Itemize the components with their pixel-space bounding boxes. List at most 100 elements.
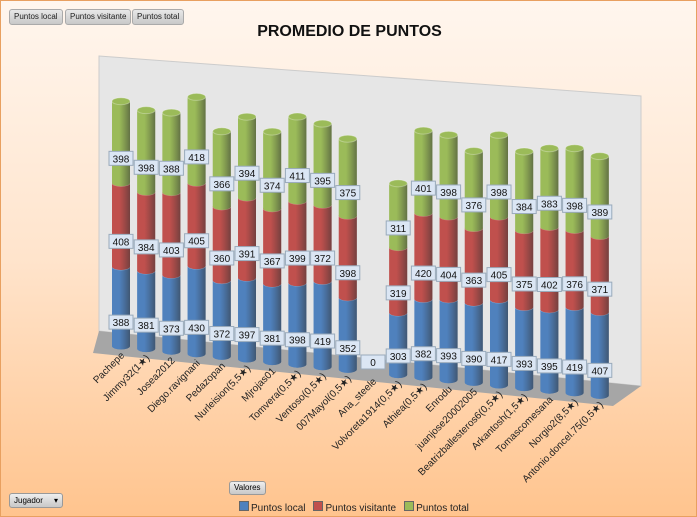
bar-shade (414, 130, 433, 217)
data-label: 360 (213, 254, 230, 265)
data-label: 383 (541, 199, 558, 210)
data-label: 398 (138, 163, 155, 174)
data-label: 388 (113, 318, 130, 329)
bar-shade (565, 306, 584, 397)
data-label-box (234, 327, 260, 343)
data-label: 381 (264, 334, 281, 345)
bar-shade (490, 299, 508, 389)
data-label: 405 (491, 271, 508, 282)
bar-shade (212, 131, 231, 210)
data-label: 303 (390, 352, 407, 363)
bar-shade (288, 282, 307, 368)
data-label-box (133, 159, 159, 175)
bar-group: 395 402 383 (536, 144, 562, 394)
bar-cap (338, 134, 358, 143)
bar-cap (111, 97, 131, 106)
data-label-box (410, 180, 436, 196)
bar-group: 417 405 398 (486, 130, 512, 389)
data-label-box (511, 199, 537, 215)
chevron-down-icon: ▾ (53, 496, 58, 505)
data-label: 408 (113, 237, 130, 248)
data-label-box (335, 340, 361, 356)
bar-group: 388 408 398 (108, 97, 134, 350)
data-label-box (335, 185, 361, 201)
bar-group: 390 363 376 (461, 146, 487, 386)
bar-shade (338, 138, 357, 220)
data-label-box (335, 265, 361, 281)
data-label-box (536, 277, 562, 293)
bar-shade (212, 280, 231, 360)
data-label-box (436, 184, 462, 200)
data-label: 0 (370, 358, 376, 369)
filter-puntos-total[interactable]: Puntos total (132, 9, 185, 25)
data-label-box (461, 272, 487, 288)
bar-shade (162, 274, 181, 355)
data-label-box (209, 176, 235, 192)
data-label-box (360, 354, 386, 370)
bar-cap (237, 112, 257, 121)
data-label: 420 (415, 269, 432, 280)
bar-group: 381 367 374 (259, 127, 285, 366)
bar-cap (413, 126, 433, 135)
data-label-box (310, 250, 336, 266)
data-label-box (209, 326, 235, 342)
legend-item-visitante: Puntos visitante (313, 501, 396, 514)
jugador-label: Jugador (14, 496, 43, 505)
bar-shade (439, 216, 458, 303)
data-label-box (310, 333, 336, 349)
data-label: 390 (465, 354, 482, 365)
bar-shade (313, 123, 332, 209)
bar-shade (137, 191, 156, 274)
data-label-box (108, 233, 134, 249)
data-label-box (410, 265, 436, 281)
data-label: 376 (566, 280, 583, 291)
filter-puntos-visitante[interactable]: Puntos visitante (65, 9, 132, 25)
data-label: 381 (138, 321, 155, 332)
data-label: 366 (213, 180, 230, 191)
data-label: 372 (314, 254, 331, 265)
bar-group: 373 403 388 (158, 108, 184, 355)
data-label-box (461, 350, 487, 366)
data-label-box (587, 204, 613, 220)
data-label-box (108, 150, 134, 166)
filter-puntos-local[interactable]: Puntos local (9, 9, 63, 25)
data-label-box (385, 220, 411, 236)
bar-group: 398 399 411 (284, 112, 310, 368)
bar-cap (262, 127, 282, 136)
jugador-field-dropdown[interactable]: Jugador ▾ (9, 493, 63, 508)
bar-shade (162, 192, 181, 279)
bar-cap (212, 127, 232, 136)
data-label: 384 (516, 203, 533, 214)
bar-shade (212, 206, 231, 284)
bar-shade (288, 200, 307, 287)
bar-group: 381 384 398 (133, 106, 159, 353)
bar-group: 0 (360, 354, 386, 370)
data-label-box (486, 267, 512, 283)
bar-shade (338, 297, 357, 373)
bar-shade (490, 134, 508, 220)
data-label: 391 (239, 250, 256, 261)
data-label: 363 (465, 276, 482, 287)
bar-shade (389, 183, 408, 251)
values-field-button[interactable]: Valores (229, 481, 266, 495)
data-label-box (284, 332, 310, 348)
bar-group: 430 405 418 (184, 92, 210, 358)
bar-group: 382 420 401 (410, 126, 436, 381)
bar-shade (288, 116, 307, 205)
data-label-box (184, 233, 210, 249)
data-label-box (209, 250, 235, 266)
data-label: 398 (440, 188, 457, 199)
bar-shade (112, 182, 130, 270)
data-label-box (259, 253, 285, 269)
bar-shade (439, 299, 458, 384)
bar-cap (287, 112, 307, 121)
data-label-box (133, 239, 159, 255)
bar-group: 303 319 311 (385, 179, 411, 379)
bar-shade (414, 298, 433, 381)
data-label-box (436, 266, 462, 282)
data-label: 417 (491, 355, 508, 366)
bar-shade (137, 270, 156, 353)
data-label-box (259, 330, 285, 346)
bar-cap (514, 147, 534, 156)
bar-shade (464, 150, 483, 232)
